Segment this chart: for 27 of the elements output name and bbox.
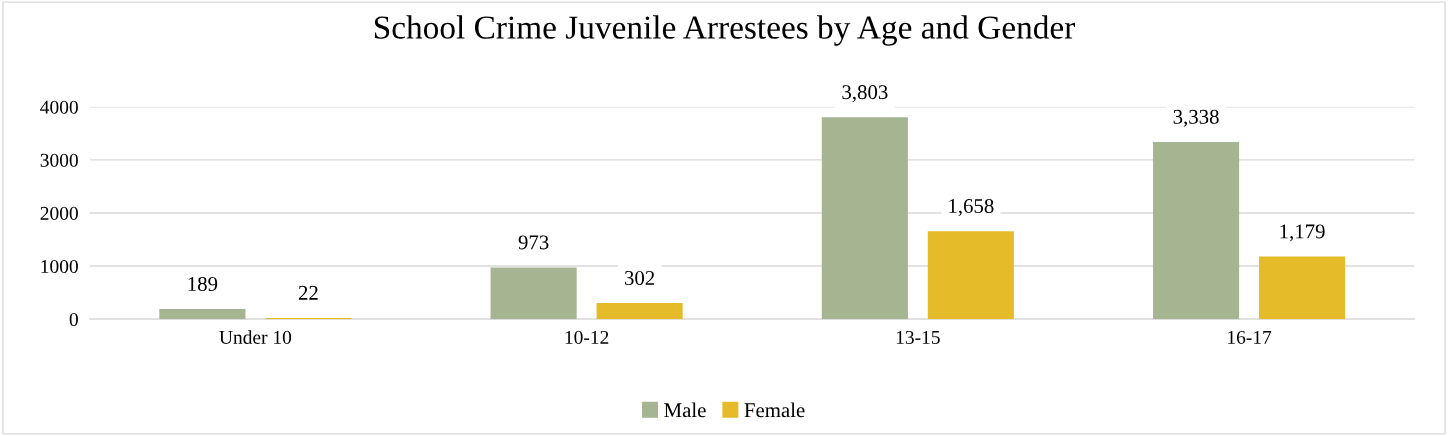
x-tick-label: Under 10 (219, 330, 292, 344)
bar (1153, 141, 1240, 320)
x-tick-label: 16-17 (1228, 330, 1272, 344)
legend-label: Male (664, 402, 706, 418)
bar (596, 303, 683, 320)
x-tick-label: 10-12 (565, 330, 609, 344)
bar (821, 117, 908, 320)
data-label: 3,803 (842, 85, 888, 103)
data-label: 1,658 (949, 198, 994, 217)
legend-label: Female (744, 402, 805, 418)
bar (927, 231, 1014, 320)
y-tick-label: 4000 (40, 100, 78, 114)
chart-title: School Crime Juvenile Arrestees by Age and Gender (374, 15, 1076, 46)
bar (490, 267, 577, 320)
data-label: 22 (298, 285, 318, 300)
y-tick-label: 1000 (41, 259, 78, 274)
y-tick-label: 2000 (40, 206, 78, 220)
data-label: 1,179 (1280, 224, 1325, 242)
y-tick-label: 3000 (40, 153, 78, 167)
data-label: 189 (188, 276, 218, 291)
data-label: 302 (624, 270, 655, 285)
data-label: 973 (518, 235, 549, 250)
bar (159, 309, 246, 320)
x-tick-label: 13-15 (896, 330, 940, 344)
bar (1259, 256, 1346, 320)
y-tick-label: 0 (69, 312, 78, 327)
data-label: 3,338 (1173, 109, 1219, 127)
